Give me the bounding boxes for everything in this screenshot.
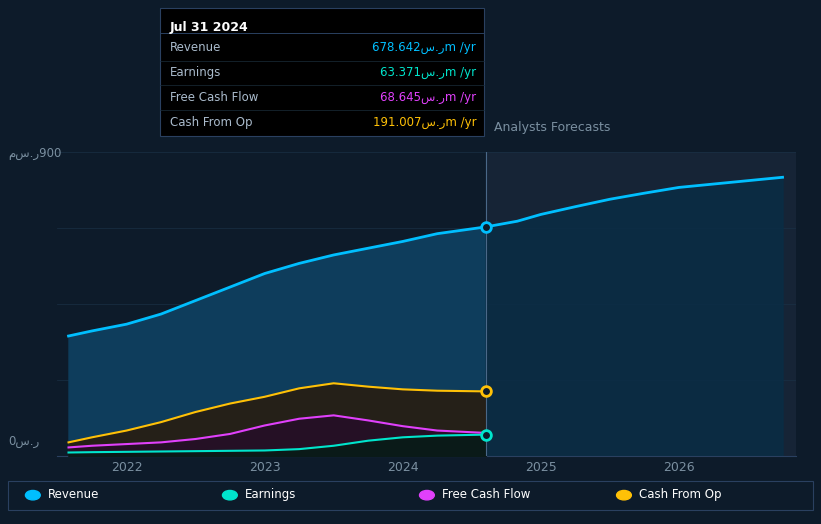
Text: Free Cash Flow: Free Cash Flow <box>170 91 259 104</box>
Text: Jul 31 2024: Jul 31 2024 <box>170 21 249 34</box>
Text: 191.007س.رm /yr: 191.007س.رm /yr <box>373 116 476 128</box>
Text: 678.642س.رm /yr: 678.642س.رm /yr <box>373 41 476 54</box>
Text: 63.371س.رm /yr: 63.371س.رm /yr <box>380 66 476 79</box>
Text: Cash From Op: Cash From Op <box>170 116 252 128</box>
Text: Cash From Op: Cash From Op <box>639 488 721 501</box>
Text: Past: Past <box>447 121 477 134</box>
Text: Earnings: Earnings <box>170 66 222 79</box>
Text: Free Cash Flow: Free Cash Flow <box>442 488 530 501</box>
Text: 0س.ر: 0س.ر <box>8 435 39 448</box>
Bar <box>485 152 796 456</box>
Text: Analysts Forecasts: Analysts Forecasts <box>493 121 610 134</box>
Text: مس.ر900: مس.ر900 <box>8 147 62 160</box>
Text: Revenue: Revenue <box>170 41 222 54</box>
Text: 68.645س.رm /yr: 68.645س.رm /yr <box>380 91 476 104</box>
Text: Earnings: Earnings <box>245 488 296 501</box>
Text: Revenue: Revenue <box>48 488 99 501</box>
